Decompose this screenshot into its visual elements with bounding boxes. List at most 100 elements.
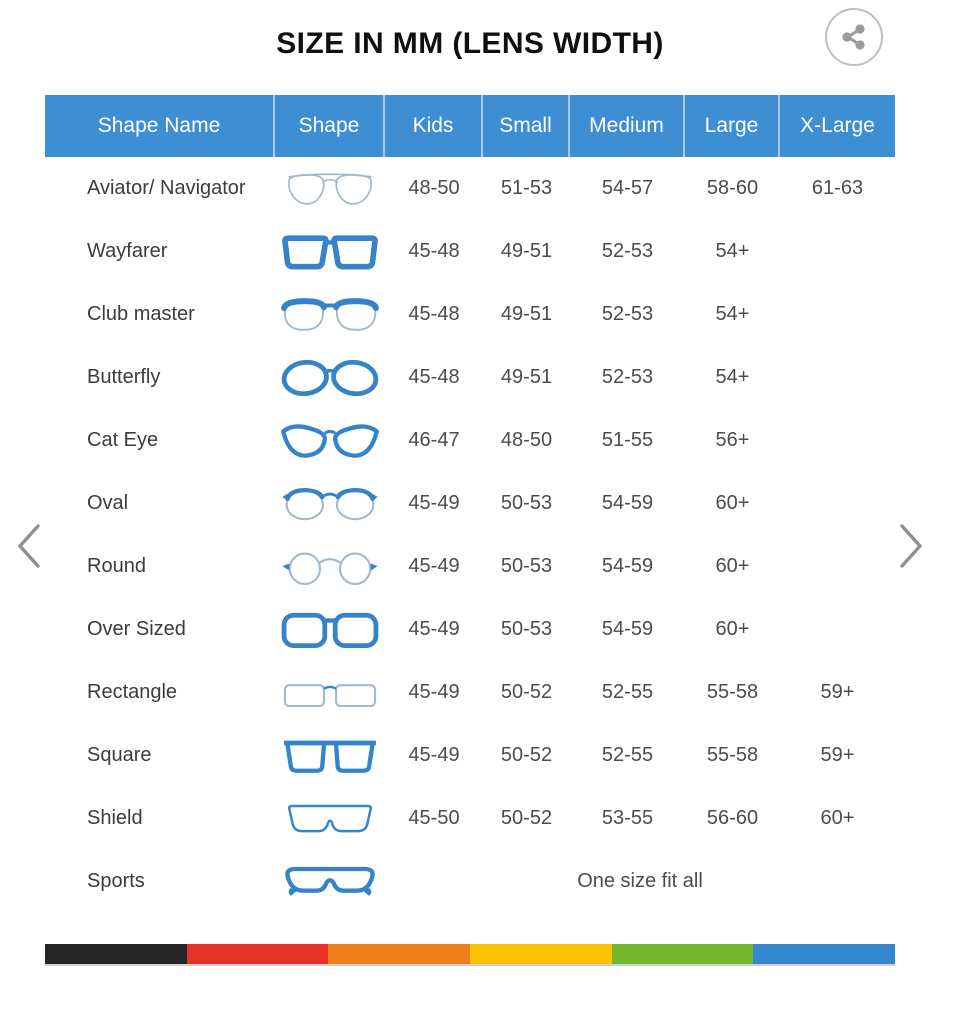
size-cell: 52-55 [601, 744, 654, 766]
size-cell: 54+ [715, 240, 750, 262]
size-cell: 60+ [715, 618, 750, 640]
size-cell: 55-58 [706, 744, 759, 766]
size-cell: 55-58 [706, 681, 759, 703]
size-cell: 60+ [715, 492, 750, 514]
row-name: Wayfarer [87, 240, 168, 262]
size-cell: 50-53 [500, 555, 553, 577]
one-size-note: One size fit all [577, 870, 703, 892]
row-name: Over Sized [87, 618, 186, 640]
table-row: Rectangle 45-49 50-52 52-55 55-58 59+ [45, 661, 895, 724]
size-cell: 50-53 [500, 492, 553, 514]
size-cell: 56+ [715, 429, 750, 451]
row-name: Aviator/ Navigator [87, 177, 246, 199]
table-row: Round 45-49 50-53 54-59 60+ [45, 535, 895, 598]
clubmaster-shape-icon [281, 297, 379, 331]
size-cell: 52-53 [601, 303, 654, 325]
row-name: Shield [87, 807, 143, 829]
size-cell: 45-49 [408, 555, 460, 577]
size-cell: 45-48 [408, 366, 460, 388]
size-cell: 51-53 [500, 177, 553, 199]
size-cell: 58-60 [706, 177, 759, 199]
chevron-left-icon [18, 524, 40, 568]
row-name: Sports [87, 870, 145, 892]
carousel-prev-button[interactable] [12, 518, 46, 574]
share-icon [842, 24, 865, 50]
carousel-next-button[interactable] [894, 518, 928, 574]
header-cell-large: Large [685, 95, 780, 157]
header-row: Shape Name Shape Kids Small Medium Large… [45, 95, 895, 157]
wayfarer-shape-icon [282, 234, 378, 270]
size-cell: 51-55 [601, 429, 654, 451]
share-button[interactable] [825, 8, 883, 66]
size-cell: 54-59 [601, 618, 654, 640]
size-cell: 48-50 [500, 429, 553, 451]
row-name: Rectangle [87, 681, 178, 703]
butterfly-shape-icon [281, 359, 379, 396]
size-cell: 52-53 [601, 240, 654, 262]
row-name: Butterfly [87, 366, 161, 388]
sports-shape-icon [285, 866, 375, 896]
shield-shape-icon [287, 804, 373, 832]
size-cell: 54-59 [601, 555, 654, 577]
size-cell: 48-50 [408, 177, 460, 199]
color-stripe-segment [45, 944, 187, 964]
square-shape-icon [284, 740, 376, 773]
size-cell: 50-52 [500, 744, 553, 766]
round-shape-icon [282, 552, 378, 585]
rectangle-shape-icon [283, 683, 377, 707]
oversized-shape-icon [281, 612, 379, 648]
header-cell-shape: Shape [275, 95, 385, 157]
size-cell: 60+ [715, 555, 750, 577]
size-cell: 52-53 [601, 366, 654, 388]
size-cell: 52-55 [601, 681, 654, 703]
size-cell: 54+ [715, 366, 750, 388]
size-cell: 45-49 [408, 618, 460, 640]
header-cell-medium: Medium [570, 95, 685, 157]
size-cell: 45-50 [408, 807, 460, 829]
header-cell-small: Small [483, 95, 570, 157]
size-cell: 50-52 [500, 681, 553, 703]
cat-eye-shape-icon [281, 423, 379, 458]
size-cell: 45-49 [408, 744, 460, 766]
table-row: Butterfly 45-48 49-51 52-53 54+ [45, 346, 895, 409]
size-cell: 45-48 [408, 240, 460, 262]
row-name: Oval [87, 492, 129, 514]
size-cell: 54+ [715, 303, 750, 325]
table-row: Cat Eye 46-47 48-50 51-55 56+ [45, 409, 895, 472]
size-cell: 49-51 [500, 240, 553, 262]
table-row: Sports One size fit all [45, 850, 895, 913]
size-cell: 53-55 [601, 807, 654, 829]
color-stripe-segment [753, 944, 896, 964]
row-name: Club master [87, 303, 195, 325]
oval-shape-icon [282, 487, 378, 520]
table-row: Wayfarer 45-48 49-51 52-53 54+ [45, 220, 895, 283]
row-name: Cat Eye [87, 429, 159, 451]
footer-color-stripe [45, 944, 896, 964]
size-cell: 46-47 [408, 429, 460, 451]
size-cell: 61-63 [811, 177, 864, 199]
size-cell: 45-49 [408, 492, 460, 514]
chevron-right-icon [900, 524, 922, 568]
color-stripe-segment [611, 944, 754, 964]
size-cell: 54-59 [601, 492, 654, 514]
color-stripe-segment [186, 944, 329, 964]
size-cell: 54-57 [601, 177, 654, 199]
table-row: Over Sized 45-49 50-53 54-59 60+ [45, 598, 895, 661]
color-stripe-segment [328, 944, 471, 964]
table-row: Square 45-49 50-52 52-55 55-58 59+ [45, 724, 895, 787]
size-cell: 59+ [820, 681, 855, 703]
row-name: Square [87, 744, 152, 766]
size-cell: 49-51 [500, 366, 553, 388]
size-cell: 45-48 [408, 303, 460, 325]
page-title: SIZE IN MM (LENS WIDTH) [276, 27, 664, 60]
header-cell-xlarge: X-Large [800, 114, 875, 137]
aviator-shape-icon [288, 172, 372, 205]
table-row: Aviator/ Navigator 48-50 51-53 54-57 58-… [45, 157, 895, 220]
size-cell: 60+ [820, 807, 855, 829]
size-cell: 59+ [820, 744, 855, 766]
size-cell: 56-60 [706, 807, 759, 829]
size-cell: 50-53 [500, 618, 553, 640]
table-row: Club master 45-48 49-51 52-53 54+ [45, 283, 895, 346]
color-stripe-segment [470, 944, 612, 964]
